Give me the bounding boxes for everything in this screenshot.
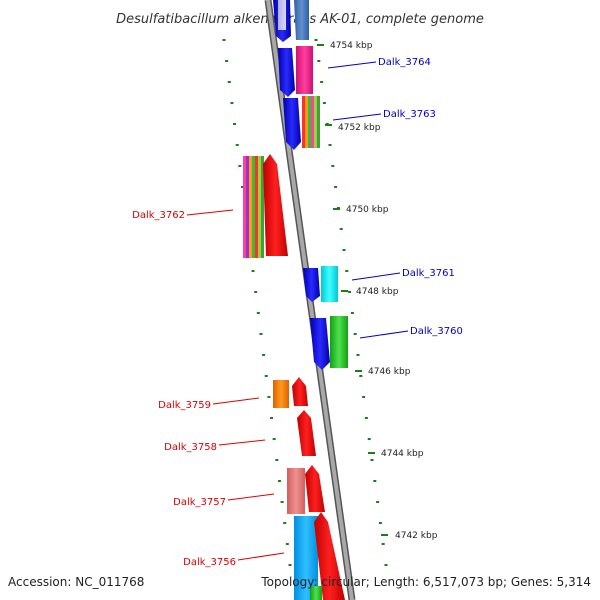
gene-label-dalk-3761[interactable]: Dalk_3761 (351, 268, 455, 281)
tick-label: 4748 kbp (356, 287, 399, 297)
gene-shape-dalk-3762 (263, 154, 288, 256)
scale-tick: 4744 kbp (368, 449, 424, 459)
gene-shape-dalk-3760-b (330, 316, 348, 368)
gene-shape-dalk-3759-orange (273, 380, 289, 408)
gene-shape-dalk-3764-a (278, 48, 295, 97)
gene-labels: Dalk_3764 Dalk_3763 Dalk_3762 Dalk_3761 … (132, 57, 463, 568)
scale-tick: 4750 kbp (333, 205, 389, 215)
scale-tick: 4752 kbp (325, 123, 381, 133)
gene-shape-dalk-3757 (305, 465, 325, 512)
scale-tick: 4746 kbp (355, 367, 411, 377)
accession-text: Accession: NC_011768 (8, 575, 144, 589)
gene-label-text[interactable]: Dalk_3761 (402, 268, 455, 279)
gene-shape-dalk-3762-stripes (243, 156, 264, 258)
gene-shape-dalk-3756 (314, 512, 345, 600)
gene-shape-dalk-3763-stripes (302, 96, 320, 148)
gene-label-text[interactable]: Dalk_3756 (183, 557, 236, 568)
gene-shape-dalk-3758 (297, 410, 316, 456)
gene-label-dalk-3758[interactable]: Dalk_3758 (164, 439, 266, 453)
gene-label-text[interactable]: Dalk_3758 (164, 442, 217, 453)
gene-label-dalk-3760[interactable]: Dalk_3760 (359, 326, 463, 339)
tick-label: 4744 kbp (381, 449, 424, 459)
tick-label: 4754 kbp (330, 41, 373, 51)
scale-tick: 4742 kbp (381, 531, 438, 541)
gene-label-text[interactable]: Dalk_3763 (383, 109, 436, 120)
tick-label: 4752 kbp (338, 123, 381, 133)
gene-label-dalk-3757[interactable]: Dalk_3757 (173, 493, 275, 508)
gene-shape-dalk-3757-salmon (287, 468, 305, 514)
gene-label-dalk-3763[interactable]: Dalk_3763 (332, 109, 436, 121)
tick-label: 4746 kbp (368, 367, 411, 377)
scale-ticks: 4754 kbp 4752 kbp 4750 kbp 4748 kbp 4746… (317, 41, 438, 541)
gene-shape-dalk-3760-a (310, 318, 330, 370)
gene-shape-dalk-3761-a (303, 268, 320, 302)
scale-tick: 4754 kbp (317, 41, 373, 51)
scale-tick: 4748 kbp (341, 287, 399, 297)
gene-label-text[interactable]: Dalk_3760 (410, 326, 463, 337)
gene-label-dalk-3762[interactable]: Dalk_3762 (132, 209, 234, 221)
gene-shape-dalk-3759 (292, 377, 308, 406)
tick-label: 4742 kbp (395, 531, 438, 541)
genome-summary-text: Topology: circular; Length: 6,517,073 bp… (260, 575, 591, 589)
gene-label-text[interactable]: Dalk_3759 (158, 400, 211, 411)
gene-shape-bottom-green (310, 586, 322, 600)
gene-label-dalk-3759[interactable]: Dalk_3759 (158, 397, 260, 411)
gene-label-text[interactable]: Dalk_3757 (173, 497, 226, 508)
gene-label-dalk-3756[interactable]: Dalk_3756 (183, 552, 285, 568)
gene-shape-dalk-3764-b (296, 46, 313, 94)
gene-label-text[interactable]: Dalk_3762 (132, 210, 185, 221)
tick-label: 4750 kbp (346, 205, 389, 215)
gene-shape-dalk-3761-b (321, 266, 338, 302)
right-dot-track (314, 39, 388, 566)
gene-shape-top-right (294, 0, 309, 40)
gene-label-text[interactable]: Dalk_3764 (378, 57, 431, 68)
gene-shape-dalk-3763-a (283, 98, 301, 150)
gene-shape-top-lavender (278, 0, 286, 30)
gene-label-dalk-3764[interactable]: Dalk_3764 (327, 57, 431, 69)
